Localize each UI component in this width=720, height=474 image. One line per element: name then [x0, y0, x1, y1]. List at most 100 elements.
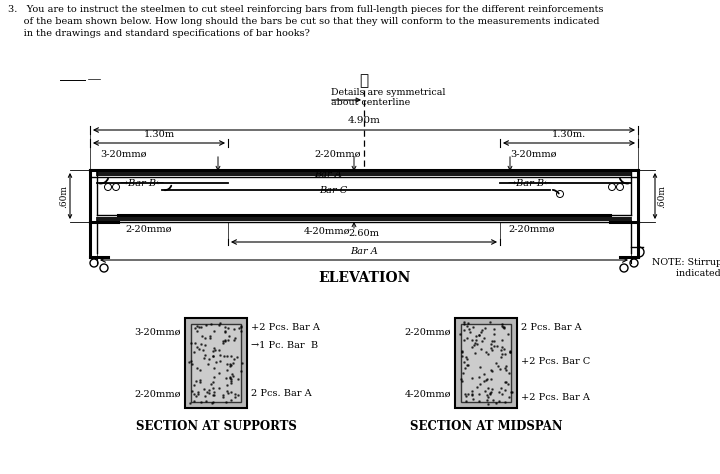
- Point: [499, 378, 510, 385]
- Point: [196, 332, 207, 340]
- Point: [188, 382, 199, 389]
- Point: [458, 336, 469, 344]
- Point: [225, 352, 237, 360]
- Point: [461, 397, 472, 405]
- Point: [476, 327, 487, 334]
- Point: [497, 323, 508, 330]
- Point: [226, 379, 238, 387]
- Point: [223, 332, 235, 340]
- Point: [230, 390, 241, 398]
- Point: [459, 320, 470, 328]
- Point: [466, 387, 477, 395]
- Point: [497, 320, 508, 328]
- Point: [184, 399, 196, 407]
- Point: [500, 350, 511, 358]
- Point: [224, 360, 235, 368]
- Point: [203, 390, 215, 397]
- Point: [205, 381, 217, 388]
- Point: [461, 335, 472, 342]
- Point: [464, 328, 476, 335]
- Point: [200, 397, 212, 405]
- Point: [493, 388, 505, 396]
- Point: [504, 348, 516, 356]
- Point: [228, 359, 239, 367]
- Text: SECTION AT SUPPORTS: SECTION AT SUPPORTS: [135, 419, 297, 432]
- Point: [225, 361, 237, 369]
- Point: [504, 347, 516, 355]
- Point: [469, 341, 480, 349]
- Point: [186, 357, 197, 365]
- Text: 2 Pcs. Bar A: 2 Pcs. Bar A: [251, 390, 312, 399]
- Point: [471, 340, 482, 347]
- Point: [203, 355, 215, 362]
- Point: [456, 369, 468, 376]
- Point: [199, 392, 211, 400]
- Point: [209, 392, 220, 399]
- Text: +2 Pcs. Bar C: +2 Pcs. Bar C: [521, 357, 590, 366]
- Point: [500, 363, 512, 370]
- Point: [213, 321, 225, 329]
- Point: [493, 397, 505, 404]
- Point: [485, 375, 497, 383]
- Point: [474, 363, 486, 371]
- Point: [462, 322, 473, 330]
- Point: [236, 360, 248, 367]
- Point: [210, 359, 222, 366]
- Point: [491, 342, 503, 350]
- Point: [208, 365, 220, 372]
- Point: [498, 324, 510, 331]
- Point: [190, 392, 202, 399]
- Point: [197, 346, 209, 354]
- Point: [194, 345, 205, 353]
- Point: [459, 391, 471, 398]
- Point: [235, 327, 247, 334]
- Point: [478, 370, 490, 378]
- Text: ELEVATION: ELEVATION: [318, 271, 410, 285]
- Point: [224, 362, 235, 369]
- Point: [484, 319, 495, 326]
- Point: [476, 328, 487, 336]
- Point: [467, 391, 478, 399]
- Text: 4-20mmø: 4-20mmø: [304, 227, 351, 236]
- Point: [193, 324, 204, 331]
- Text: 1.30m.: 1.30m.: [552, 130, 586, 139]
- Point: [217, 391, 229, 399]
- Point: [484, 389, 495, 397]
- Point: [486, 346, 498, 354]
- Point: [221, 381, 233, 389]
- Point: [485, 366, 497, 374]
- Point: [230, 393, 241, 401]
- Text: NOTE: Stirrups are not
        indicated.: NOTE: Stirrups are not indicated.: [652, 258, 720, 278]
- Point: [207, 398, 219, 406]
- Point: [482, 350, 493, 358]
- Point: [473, 397, 485, 404]
- Point: [217, 337, 229, 345]
- Point: [192, 364, 203, 372]
- Text: 2.60m: 2.60m: [348, 229, 379, 238]
- Point: [485, 388, 497, 396]
- Text: 3-20mmø: 3-20mmø: [135, 328, 181, 337]
- Point: [191, 322, 202, 329]
- Point: [225, 397, 237, 404]
- Point: [467, 374, 478, 382]
- Point: [199, 342, 211, 349]
- Point: [481, 396, 492, 403]
- Point: [482, 375, 493, 383]
- Point: [485, 344, 497, 352]
- Point: [502, 381, 513, 388]
- Point: [478, 335, 490, 342]
- Text: 3-20mmø: 3-20mmø: [510, 149, 557, 158]
- Text: Bar A: Bar A: [350, 247, 378, 256]
- Point: [498, 323, 509, 331]
- Point: [459, 365, 470, 372]
- Point: [470, 336, 482, 344]
- Point: [475, 345, 487, 353]
- Point: [220, 374, 232, 382]
- Point: [204, 334, 215, 342]
- Point: [218, 353, 230, 360]
- Point: [230, 334, 241, 342]
- Point: [480, 387, 491, 395]
- Point: [235, 323, 247, 331]
- Point: [479, 324, 490, 332]
- Point: [496, 343, 508, 350]
